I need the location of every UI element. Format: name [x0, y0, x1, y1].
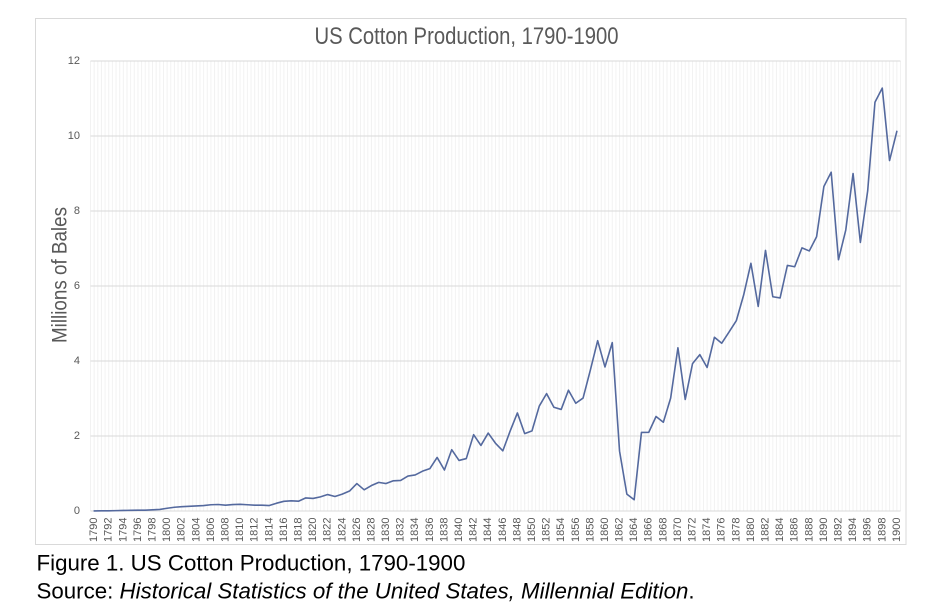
svg-text:Figure 1. US Cotton Production: Figure 1. US Cotton Production, 1790-190… [37, 551, 466, 576]
svg-text:1846: 1846 [497, 518, 509, 542]
svg-text:1802: 1802 [176, 518, 188, 542]
svg-text:1800: 1800 [161, 518, 173, 542]
svg-text:2: 2 [74, 430, 80, 442]
svg-text:1818: 1818 [292, 518, 304, 542]
svg-text:1864: 1864 [628, 518, 640, 542]
svg-text:1890: 1890 [818, 518, 830, 542]
svg-text:4: 4 [74, 355, 80, 367]
svg-text:Millions of Bales: Millions of Bales [49, 207, 72, 343]
svg-text:1798: 1798 [147, 518, 159, 542]
svg-text:US Cotton Production, 1790-190: US Cotton Production, 1790-1900 [315, 23, 619, 50]
svg-text:1826: 1826 [351, 518, 363, 542]
svg-text:1796: 1796 [132, 518, 144, 542]
svg-text:1824: 1824 [336, 518, 348, 542]
svg-text:0: 0 [74, 505, 80, 517]
svg-text:1808: 1808 [220, 518, 232, 542]
svg-text:1888: 1888 [803, 518, 815, 542]
svg-text:1896: 1896 [862, 518, 874, 542]
svg-text:1874: 1874 [701, 518, 713, 542]
svg-text:6: 6 [74, 280, 80, 292]
svg-text:1838: 1838 [438, 518, 450, 542]
svg-text:1870: 1870 [672, 518, 684, 542]
svg-text:1900: 1900 [891, 518, 903, 542]
svg-text:1822: 1822 [322, 518, 334, 542]
svg-text:1892: 1892 [832, 518, 844, 542]
svg-text:1848: 1848 [511, 518, 523, 542]
svg-text:1858: 1858 [584, 518, 596, 542]
svg-text:1834: 1834 [409, 518, 421, 542]
svg-text:1862: 1862 [614, 518, 626, 542]
svg-text:1860: 1860 [599, 518, 611, 542]
svg-text:1842: 1842 [468, 518, 480, 542]
svg-text:1880: 1880 [745, 518, 757, 542]
svg-text:1830: 1830 [380, 518, 392, 542]
svg-text:1894: 1894 [847, 518, 859, 542]
svg-text:1840: 1840 [453, 518, 465, 542]
svg-text:1878: 1878 [730, 518, 742, 542]
svg-text:1812: 1812 [249, 518, 261, 542]
svg-text:1876: 1876 [716, 518, 728, 542]
svg-text:1882: 1882 [760, 518, 772, 542]
svg-text:1872: 1872 [687, 518, 699, 542]
svg-text:1828: 1828 [365, 518, 377, 542]
svg-text:1814: 1814 [263, 518, 275, 542]
svg-text:1868: 1868 [657, 518, 669, 542]
svg-text:1810: 1810 [234, 518, 246, 542]
svg-text:12: 12 [68, 55, 80, 67]
svg-text:1806: 1806 [205, 518, 217, 542]
svg-text:1844: 1844 [482, 518, 494, 542]
svg-text:1854: 1854 [555, 518, 567, 542]
svg-text:1856: 1856 [570, 518, 582, 542]
svg-text:1804: 1804 [190, 518, 202, 542]
svg-text:1886: 1886 [789, 518, 801, 542]
svg-text:1820: 1820 [307, 518, 319, 542]
svg-text:1816: 1816 [278, 518, 290, 542]
svg-text:1836: 1836 [424, 518, 436, 542]
svg-text:1884: 1884 [774, 518, 786, 542]
svg-text:8: 8 [74, 205, 80, 217]
svg-text:1790: 1790 [88, 518, 100, 542]
svg-text:Source: Historical Statistics: Source: Historical Statistics of the Uni… [37, 579, 695, 604]
svg-text:1832: 1832 [395, 518, 407, 542]
svg-text:1898: 1898 [876, 518, 888, 542]
svg-text:10: 10 [68, 130, 80, 142]
svg-text:1792: 1792 [103, 518, 115, 542]
svg-text:1794: 1794 [117, 518, 129, 542]
svg-text:1850: 1850 [526, 518, 538, 542]
svg-text:1866: 1866 [643, 518, 655, 542]
svg-text:1852: 1852 [541, 518, 553, 542]
